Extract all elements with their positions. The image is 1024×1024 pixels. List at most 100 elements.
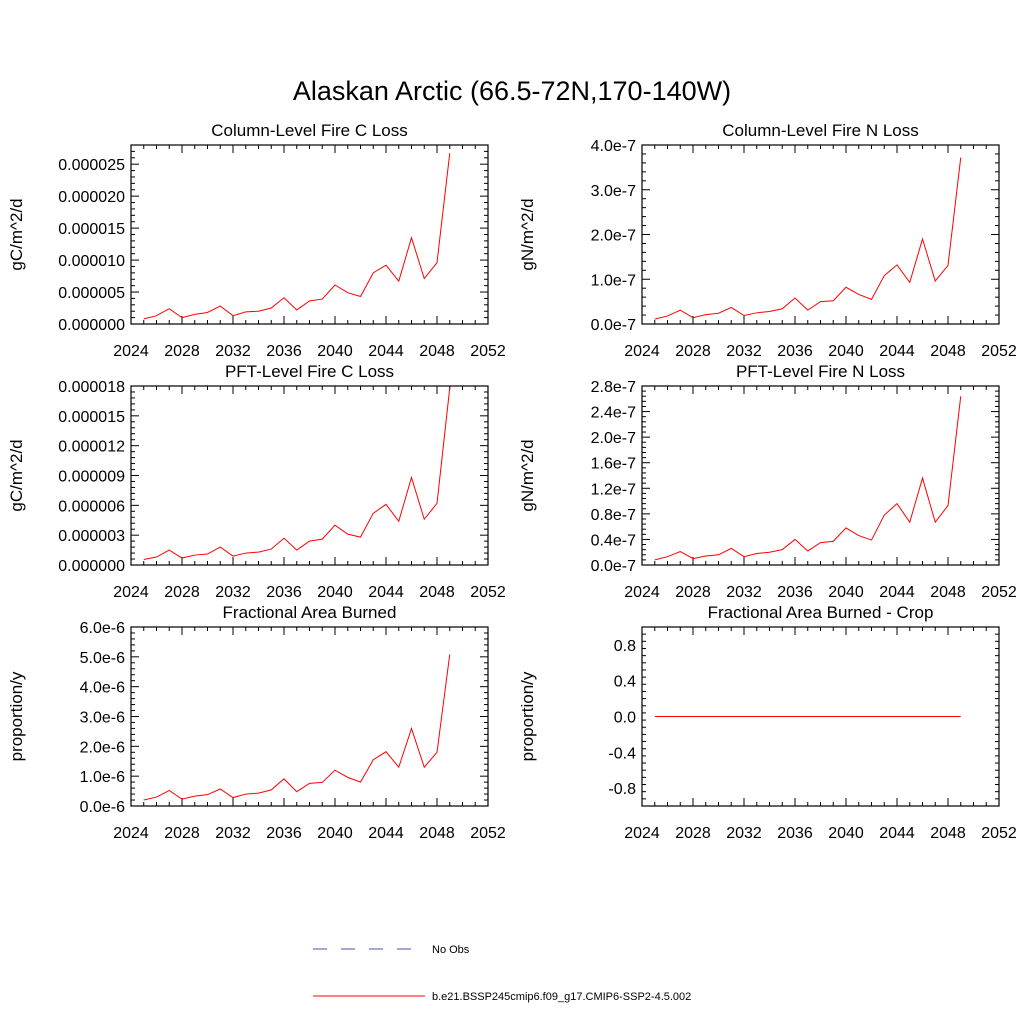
- y-tick-label: 0.000015: [58, 409, 125, 426]
- panel-title: Fractional Area Burned - Crop: [708, 603, 934, 622]
- y-tick-label: 0.4: [614, 674, 636, 691]
- x-tick-label: 2036: [266, 584, 302, 601]
- x-tick-label: 2044: [879, 825, 915, 842]
- y-tick-label: 1.0e-6: [80, 769, 125, 786]
- y-axis-label: proportion/y: [518, 671, 537, 761]
- y-tick-label: 0.000015: [58, 221, 125, 238]
- plot-frame: [130, 626, 489, 807]
- x-tick-label: 2044: [368, 584, 404, 601]
- y-axis-label: gN/m^2/d: [518, 439, 537, 511]
- y-tick-label: 4.0e-7: [591, 138, 636, 155]
- x-tick-label: 2028: [675, 343, 711, 360]
- y-tick-label: 0.000000: [58, 317, 125, 334]
- y-tick-label: 3.0e-6: [80, 710, 125, 727]
- series-line-0: [654, 396, 962, 561]
- panel-3: PFT-Level Fire N Loss gN/m^2/d 2024 2028 203…: [518, 362, 1017, 601]
- y-tick-label: 0.000005: [58, 285, 125, 302]
- panel-1: Column-Level Fire N Loss gN/m^2/d 2024 2028…: [518, 121, 1017, 360]
- y-tick-label: 3.0e-7: [591, 183, 636, 200]
- x-tick-label: 2040: [317, 343, 353, 360]
- legend-label-model: b.e21.BSSP245cmip6.f09_g17.CMIP6-SSP2-4.…: [432, 991, 691, 1003]
- x-tick-label: 2028: [164, 584, 200, 601]
- y-tick-label: 0.8e-7: [591, 507, 636, 524]
- x-tick-label: 2024: [624, 825, 660, 842]
- y-tick-label: 0.000009: [58, 469, 125, 486]
- x-tick-label: 2040: [317, 584, 353, 601]
- panel-title: Fractional Area Burned: [223, 603, 397, 622]
- x-tick-label: 2024: [624, 584, 660, 601]
- x-tick-label: 2040: [828, 825, 864, 842]
- y-tick-label: 0.000000: [58, 558, 125, 575]
- series-line-0: [654, 157, 962, 320]
- y-tick-label: 1.6e-7: [591, 456, 636, 473]
- x-tick-label: 2036: [266, 343, 302, 360]
- y-tick-label: 6.0e-6: [80, 620, 125, 637]
- y-tick-label: 0.4e-7: [591, 532, 636, 549]
- y-tick-label: -0.8: [608, 781, 636, 798]
- plot-frame: [641, 144, 1000, 325]
- x-tick-label: 2048: [930, 825, 966, 842]
- x-tick-label: 2052: [470, 825, 506, 842]
- y-tick-label: 0.000020: [58, 189, 125, 206]
- panel-title: Column-Level Fire N Loss: [722, 121, 919, 140]
- x-tick-label: 2052: [981, 343, 1017, 360]
- y-axis-label: gC/m^2/d: [7, 198, 26, 270]
- x-tick-label: 2044: [879, 584, 915, 601]
- y-axis-label: gC/m^2/d: [7, 439, 26, 511]
- plot-frame: [641, 385, 1000, 566]
- y-tick-label: 0.000010: [58, 253, 125, 270]
- series-line-0: [143, 654, 451, 801]
- x-tick-label: 2044: [368, 343, 404, 360]
- x-tick-label: 2032: [726, 584, 762, 601]
- x-tick-label: 2048: [419, 343, 455, 360]
- y-tick-label: 0.000012: [58, 439, 125, 456]
- x-tick-label: 2044: [368, 825, 404, 842]
- panel-0: Column-Level Fire C Loss gC/m^2/d 2024 2028…: [7, 121, 506, 360]
- legend-label-no-obs: No Obs: [432, 944, 470, 956]
- x-tick-label: 2048: [419, 825, 455, 842]
- x-tick-label: 2040: [317, 825, 353, 842]
- y-tick-label: 0.0e-6: [80, 799, 125, 816]
- y-tick-label: 5.0e-6: [80, 650, 125, 667]
- x-tick-label: 2024: [113, 825, 149, 842]
- y-tick-label: 0.0e-7: [591, 317, 636, 334]
- x-tick-label: 2024: [113, 584, 149, 601]
- y-tick-label: 0.000018: [58, 379, 125, 396]
- x-tick-label: 2028: [675, 825, 711, 842]
- y-tick-label: 1.2e-7: [591, 481, 636, 498]
- panel-title: Column-Level Fire C Loss: [211, 121, 408, 140]
- y-tick-label: 2.8e-7: [591, 379, 636, 396]
- y-tick-label: 2.4e-7: [591, 405, 636, 422]
- series-line-0: [143, 387, 451, 561]
- panel-2: PFT-Level Fire C Loss gC/m^2/d 2024 2028 203…: [7, 362, 506, 601]
- y-tick-label: 0.8: [614, 638, 636, 655]
- legend: No Obs b.e21.BSSP245cmip6.f09_g17.CMIP6-…: [313, 944, 691, 1003]
- panel-title: PFT-Level Fire N Loss: [736, 362, 905, 381]
- x-tick-label: 2028: [164, 825, 200, 842]
- y-tick-label: 2.0e-6: [80, 739, 125, 756]
- y-tick-label: 4.0e-6: [80, 680, 125, 697]
- series-line-0: [143, 153, 451, 320]
- x-tick-label: 2036: [777, 825, 813, 842]
- x-tick-label: 2040: [828, 584, 864, 601]
- plot-frame: [130, 144, 489, 325]
- y-tick-label: 2.0e-7: [591, 228, 636, 245]
- y-tick-label: 0.0e-7: [591, 558, 636, 575]
- y-tick-label: 0.000025: [58, 157, 125, 174]
- panel-5: Fractional Area Burned - Crop proportion/…: [518, 603, 1017, 842]
- y-axis-label: gN/m^2/d: [518, 198, 537, 270]
- y-axis-label: proportion/y: [7, 671, 26, 761]
- x-tick-label: 2044: [879, 343, 915, 360]
- x-tick-label: 2036: [266, 825, 302, 842]
- x-tick-label: 2048: [930, 343, 966, 360]
- y-tick-label: 0.0: [614, 710, 636, 727]
- x-tick-label: 2032: [215, 825, 251, 842]
- panels: Column-Level Fire C Loss gC/m^2/d 2024 2028…: [7, 121, 1017, 842]
- x-tick-label: 2048: [419, 584, 455, 601]
- x-tick-label: 2052: [981, 584, 1017, 601]
- x-tick-label: 2032: [726, 825, 762, 842]
- x-tick-label: 2024: [624, 343, 660, 360]
- plot-frame: [130, 385, 489, 566]
- y-tick-label: 1.0e-7: [591, 272, 636, 289]
